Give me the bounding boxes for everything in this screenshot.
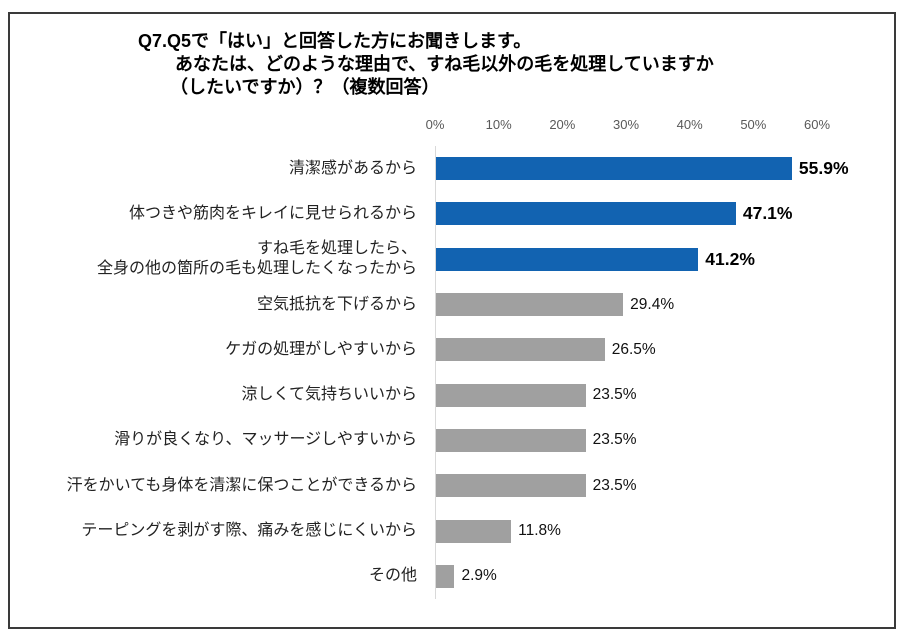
chart-frame: Q7.Q5で「はい」と回答した方にお聞きします。 あなたは、どのような理由で、す… — [8, 12, 896, 629]
bar-row: ケガの処理がしやすいから 26.5% — [10, 327, 894, 373]
value-label: 26.5% — [611, 340, 656, 358]
chart-title-line-2: あなたは、どのような理由で、すね毛以外の毛を処理していますか — [175, 54, 714, 74]
x-axis-tick: 50% — [740, 117, 767, 132]
bar-track: 47.1% — [435, 191, 894, 237]
category-label: ケガの処理がしやすいから — [225, 340, 417, 358]
x-axis-tick: 60% — [803, 117, 831, 132]
bar-row: 体つきや筋肉をキレイに見せられるから 47.1% — [10, 191, 894, 237]
bar-track: 23.5% — [435, 417, 894, 464]
bar — [436, 157, 792, 181]
bar-track: 26.5% — [435, 327, 894, 373]
value-label: 47.1% — [742, 203, 793, 224]
x-axis-tick: 20% — [549, 117, 576, 132]
bar — [436, 338, 605, 362]
category-label: 清潔感があるから — [288, 159, 417, 177]
bar-track: 23.5% — [435, 372, 894, 418]
value-label: 11.8% — [518, 522, 561, 540]
bar-row: 汗をかいても身体を清潔に保つことができるから 23.5% — [10, 463, 894, 509]
x-axis-tick: 40% — [676, 117, 703, 132]
bar-track: 23.5% — [435, 463, 894, 509]
bar-track: 29.4% — [435, 281, 894, 328]
bar-row: 清潔感があるから 55.9% — [10, 146, 894, 192]
bar — [436, 383, 586, 407]
category-label: テーピングを剥がす際、痛みを感じにくいから — [81, 522, 417, 540]
value-label: 55.9% — [798, 158, 849, 179]
bar-chart: 清潔感があるから 55.9% 体つきや筋肉をキレイに見せられるから 47.1% すね毛を… — [10, 146, 894, 599]
x-axis-tick: 0% — [425, 117, 445, 132]
category-label: 汗をかいても身体を清潔に保つことができるから — [66, 476, 417, 494]
value-label: 23.5% — [592, 476, 637, 494]
x-axis-tick: 30% — [612, 117, 640, 132]
value-label: 23.5% — [592, 386, 637, 404]
chart-title-line-3: （したいですか）？（複数回答） — [170, 77, 440, 97]
chart-title-line-1: Q7.Q5で「はい」と回答した方にお聞きします。 — [138, 31, 532, 51]
bar — [436, 293, 624, 317]
category-label: 滑りが良くなり、マッサージしやすいから — [114, 431, 417, 449]
category-label: すね毛を処理したら、 全身の他の箇所の毛も処理したくなったから — [96, 240, 417, 278]
chart-title: Q7.Q5で「はい」と回答した方にお聞きします。 あなたは、どのような理由で、す… — [138, 30, 714, 99]
bar-row: 空気抵抗を下げるから 29.4% — [10, 281, 894, 328]
bar — [436, 428, 586, 452]
value-label: 2.9% — [461, 567, 497, 585]
bar — [436, 474, 586, 498]
category-label: その他 — [368, 567, 417, 585]
bar-row: テーピングを剥がす際、痛みを感じにくいから 11.8% — [10, 508, 894, 554]
category-label: 体つきや筋肉をキレイに見せられるから — [128, 204, 417, 222]
bar — [436, 247, 699, 271]
bar-track: 11.8% — [435, 508, 894, 554]
bar — [436, 519, 512, 543]
bar-row: その他 2.9% — [10, 553, 894, 599]
bar — [436, 202, 736, 226]
bar-track: 2.9% — [435, 553, 894, 599]
category-label: 空気抵抗を下げるから — [256, 295, 417, 313]
bar-track: 55.9% — [435, 146, 894, 192]
bar — [436, 564, 455, 588]
category-label: 涼しくて気持ちいいから — [241, 386, 417, 404]
x-axis-tick: 10% — [485, 117, 512, 132]
value-label: 29.4% — [630, 295, 675, 313]
value-label: 23.5% — [592, 431, 637, 449]
bar-row: すね毛を処理したら、 全身の他の箇所の毛も処理したくなったから 41.2% — [10, 236, 894, 282]
bar-track: 41.2% — [435, 236, 894, 282]
bar-row: 滑りが良くなり、マッサージしやすいから 23.5% — [10, 417, 894, 464]
value-label: 41.2% — [705, 248, 755, 269]
bar-row: 涼しくて気持ちいいから 23.5% — [10, 372, 894, 418]
